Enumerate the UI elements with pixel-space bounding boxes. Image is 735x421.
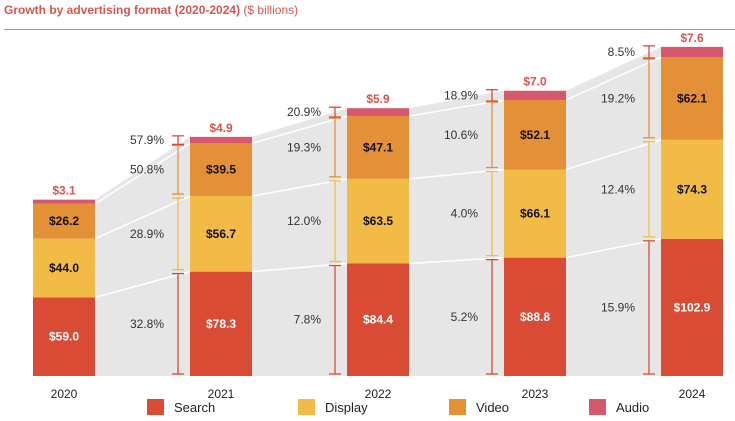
data-label: $63.5 bbox=[363, 214, 393, 228]
x-tick-label: 2021 bbox=[208, 387, 235, 401]
bar-segment-display bbox=[190, 196, 252, 272]
connector-line bbox=[408, 256, 505, 265]
chart-unit-text: ($ billions) bbox=[243, 3, 299, 17]
bar-segment-display bbox=[504, 169, 566, 258]
connector-line bbox=[251, 178, 348, 197]
bar-segment-search bbox=[661, 238, 723, 376]
bar-segment-video bbox=[504, 100, 566, 170]
growth-label: 15.9% bbox=[601, 300, 635, 314]
bar-segment-video bbox=[661, 57, 723, 140]
bar-segment-search bbox=[347, 263, 409, 376]
bar-segment-audio bbox=[190, 136, 252, 144]
data-label: $56.7 bbox=[206, 227, 236, 241]
bar-segment-audio bbox=[347, 108, 409, 117]
bar-segment-search bbox=[504, 257, 566, 376]
connector-line bbox=[94, 142, 191, 205]
x-tick-label: 2020 bbox=[51, 387, 78, 401]
bar-segment-audio bbox=[661, 46, 723, 58]
bar-segment-video bbox=[33, 203, 95, 239]
bar-segment-display bbox=[33, 238, 95, 298]
bar-segment-audio bbox=[33, 199, 95, 204]
growth-label: 19.3% bbox=[287, 140, 321, 154]
connector-band bbox=[252, 108, 347, 376]
growth-label: 28.9% bbox=[130, 227, 164, 241]
growth-label: 5.2% bbox=[451, 310, 479, 324]
bar-segment-display bbox=[661, 139, 723, 239]
growth-label: 32.8% bbox=[130, 317, 164, 331]
legend-swatch-audio bbox=[589, 399, 606, 415]
legend-label: Audio bbox=[616, 400, 649, 415]
growth-label: 18.9% bbox=[444, 88, 478, 102]
connector-line bbox=[565, 56, 662, 101]
connector-band bbox=[566, 46, 661, 377]
bar-segment-search bbox=[33, 297, 95, 376]
total-label: $4.9 bbox=[209, 121, 233, 135]
data-label: $66.1 bbox=[520, 207, 550, 221]
bar-segment-video bbox=[190, 143, 252, 197]
total-label: $7.0 bbox=[523, 75, 547, 89]
legend-label: Display bbox=[325, 400, 368, 415]
total-label: $7.6 bbox=[680, 31, 704, 45]
growth-label: 12.4% bbox=[601, 182, 635, 196]
bar-segment-search bbox=[190, 271, 252, 376]
data-label: $102.9 bbox=[674, 300, 711, 314]
connector-line bbox=[565, 238, 662, 259]
legend-swatch-search bbox=[147, 399, 164, 415]
growth-label: 12.0% bbox=[287, 214, 321, 228]
data-label: $59.0 bbox=[49, 330, 79, 344]
data-label: $78.3 bbox=[206, 317, 236, 331]
data-label: $88.8 bbox=[520, 310, 550, 324]
growth-label: 4.0% bbox=[451, 207, 479, 221]
x-tick-label: 2024 bbox=[679, 387, 706, 401]
growth-label: 7.8% bbox=[294, 313, 322, 327]
data-label: $52.1 bbox=[520, 128, 550, 142]
legend-swatch-display bbox=[298, 399, 315, 415]
chart-title-text: Growth by advertising format (2020-2024) bbox=[4, 3, 241, 17]
growth-label: 8.5% bbox=[608, 45, 636, 59]
total-label: $5.9 bbox=[366, 92, 390, 106]
legend-swatch-video bbox=[449, 399, 466, 415]
legend-label: Video bbox=[476, 400, 509, 415]
data-label: $26.2 bbox=[49, 214, 79, 228]
data-label: $47.1 bbox=[363, 140, 393, 154]
connector-line bbox=[565, 139, 662, 171]
chart-title: Growth by advertising format (2020-2024)… bbox=[4, 3, 298, 17]
growth-label: 19.2% bbox=[601, 91, 635, 105]
bar-segment-video bbox=[347, 116, 409, 179]
legend-label: Search bbox=[174, 400, 215, 415]
x-tick-label: 2023 bbox=[522, 387, 549, 401]
growth-label: 10.6% bbox=[444, 128, 478, 142]
data-label: $84.4 bbox=[363, 313, 393, 327]
growth-label: 20.9% bbox=[287, 105, 321, 119]
bar-segment-audio bbox=[504, 90, 566, 101]
connector-band bbox=[95, 136, 190, 376]
connector-line bbox=[251, 115, 348, 145]
growth-label: 50.8% bbox=[130, 163, 164, 177]
title-divider bbox=[4, 29, 735, 30]
data-label: $39.5 bbox=[206, 163, 236, 177]
bar-segment-display bbox=[347, 178, 409, 264]
connector-line bbox=[94, 195, 191, 240]
data-label: $44.0 bbox=[49, 261, 79, 275]
data-label: $62.1 bbox=[677, 91, 707, 105]
growth-label: 57.9% bbox=[130, 133, 164, 147]
total-label: $3.1 bbox=[52, 184, 76, 198]
connector-band bbox=[409, 90, 504, 376]
data-label: $74.3 bbox=[677, 182, 707, 196]
connector-line bbox=[94, 270, 191, 299]
connector-line bbox=[408, 99, 505, 117]
x-tick-label: 2022 bbox=[365, 387, 392, 401]
